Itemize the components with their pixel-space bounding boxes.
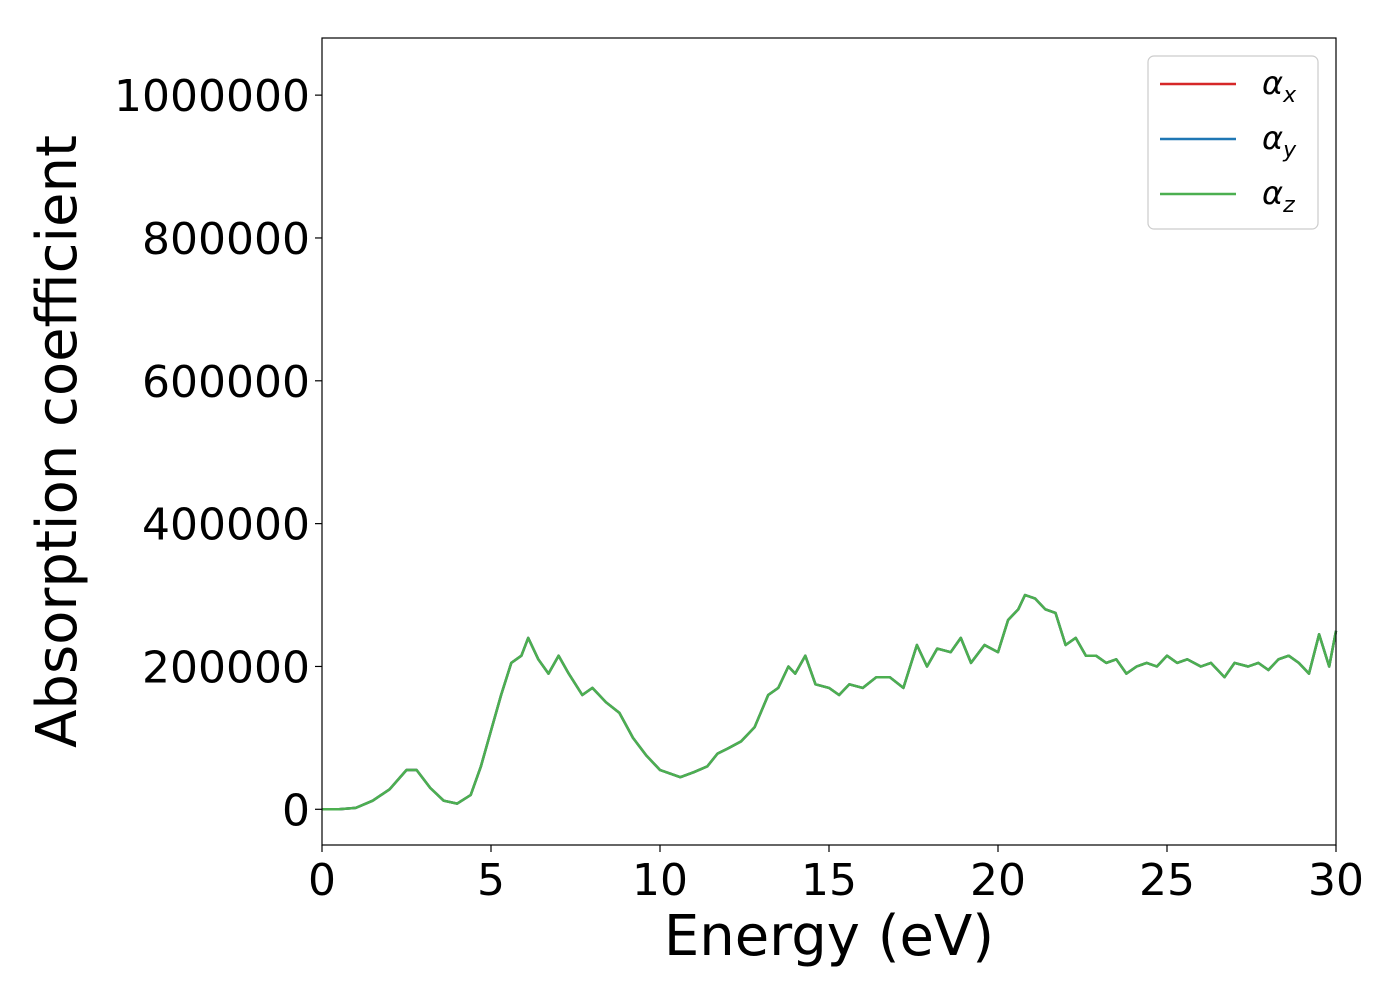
legend-label-z: αz xyxy=(1262,174,1295,218)
x-ticks: 0 5 10 15 20 25 30 xyxy=(308,845,1364,906)
legend-box xyxy=(1147,55,1319,230)
y-tick-label: 0 xyxy=(282,785,310,836)
y-ticks: 0 200000 400000 600000 800000 1000000 xyxy=(114,71,322,836)
series-line-z xyxy=(322,593,1338,811)
x-tick-label: 10 xyxy=(632,855,688,906)
y-tick-label: 1000000 xyxy=(114,71,310,122)
y-axis-label: Absorption coefficient xyxy=(25,135,90,748)
x-tick-label: 25 xyxy=(1139,855,1195,906)
series-line-y xyxy=(322,593,1338,811)
y-tick-label: 600000 xyxy=(142,357,310,408)
x-tick-label: 30 xyxy=(1308,855,1364,906)
x-tick-label: 15 xyxy=(801,855,857,906)
x-tick-label: 5 xyxy=(477,855,505,906)
y-tick-label: 800000 xyxy=(142,214,310,265)
x-tick-label: 0 xyxy=(308,855,336,906)
series-layer xyxy=(322,593,1338,811)
x-tick-label: 20 xyxy=(970,855,1026,906)
y-tick-label: 400000 xyxy=(142,500,310,551)
series-line-x xyxy=(322,593,1338,811)
y-tick-label: 200000 xyxy=(142,642,310,693)
x-axis-label: Energy (eV) xyxy=(664,904,994,969)
